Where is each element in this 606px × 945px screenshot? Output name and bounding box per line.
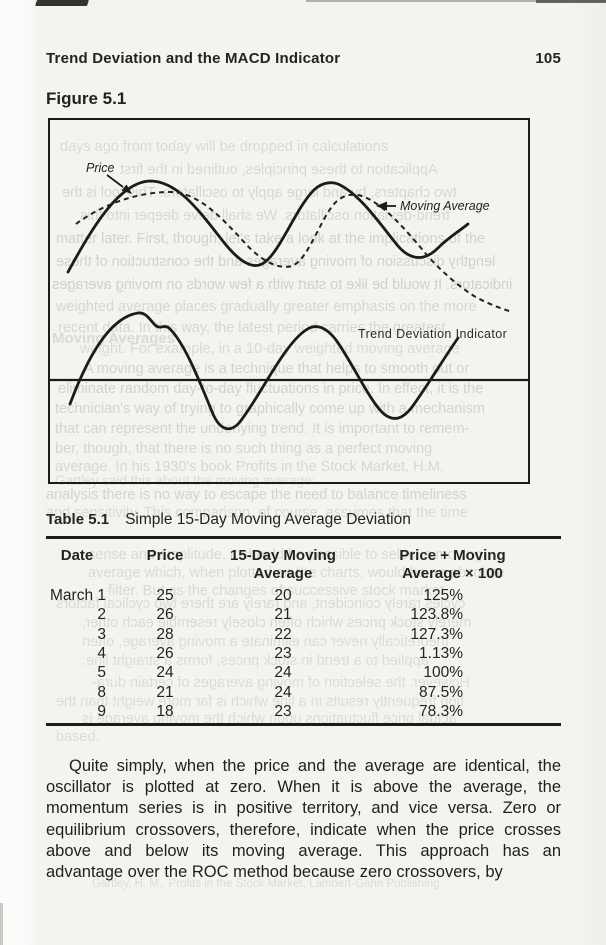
table-cell: 1.13% [419, 644, 463, 662]
body-paragraph: Quite simply, when the price and the ave… [46, 756, 561, 883]
bleed-through-line: weight. For example, in a 10-day weighte… [80, 341, 460, 357]
table-cell: 8 [97, 683, 106, 701]
chapter-title: Trend Deviation and the MACD Indicator [46, 50, 341, 67]
paragraph-line: advantage over the ROC method because ze… [46, 863, 503, 882]
table-row: 8 21 24 87.5% [48, 684, 563, 702]
table-cell: 28 [156, 625, 174, 643]
table-cell: 26 [156, 606, 174, 624]
table-cell: 4 [97, 644, 106, 662]
page-number: 105 [535, 50, 561, 67]
table-cell: March 1 [50, 587, 106, 604]
table-row: 9 18 23 78.3% [48, 703, 563, 721]
table-row: March 1 25 20 125% [48, 587, 563, 605]
table-cell: 18 [156, 702, 174, 720]
table-cell: 23 [274, 644, 292, 662]
table-title: Simple 15-Day Moving Average Deviation [125, 511, 411, 528]
bleed-through-line: filter. But as the changes of successive… [108, 583, 445, 599]
table-cell: 78.3% [419, 702, 463, 720]
table-cell: 26 [156, 644, 174, 662]
trend-deviation-curve [68, 311, 460, 431]
scan-artifact-bottom-left [0, 903, 3, 945]
scan-artifact-top-edge [306, 0, 606, 2]
col-header-moving-average: 15-Day Moving Average [230, 547, 336, 582]
bleed-through-line: sense and amplitude, it should be possib… [88, 547, 483, 563]
table-cell: 127.3% [410, 625, 463, 643]
paragraph-line: Quite simply, when the price and the ave… [69, 757, 561, 775]
col-header-date: Date [60, 547, 94, 564]
table-cell: 9 [97, 702, 106, 720]
table-cell: 24 [274, 683, 292, 701]
bleed-through-line: that can represent the underlying trend.… [55, 421, 470, 437]
table-cell: 20 [274, 587, 292, 604]
bleed-through-line: average which, when plotted on the chart… [88, 565, 505, 581]
table-cell: 123.8% [410, 606, 463, 624]
table-cell: 2 [97, 606, 106, 624]
table-cell: 3 [97, 625, 106, 643]
paragraph-line: momentum series is in positive territory… [46, 799, 561, 818]
moving-average-arrowhead-icon [376, 201, 387, 211]
figure-svg: Price Moving Average Trend Deviation Ind… [50, 161, 528, 431]
table-row: 5 24 24 100% [48, 664, 563, 682]
price-arrow-line [106, 174, 124, 188]
bleed-through-line: weighted average places gradually greate… [56, 299, 477, 315]
bleed-through-line: and sensitivity. This comparison, of cou… [46, 505, 468, 521]
figure-caption: Figure 5.1 [46, 89, 127, 108]
table-cell: 21 [156, 683, 174, 701]
table-bottom-rule [46, 723, 561, 726]
table-row: 3 28 22 127.3% [48, 626, 563, 644]
bleed-through-line: ber, though, that there is no such thing… [55, 441, 433, 457]
table-row: 4 26 23 1.13% [48, 645, 563, 663]
bleed-through-line: Gartley, H. M., Profits in the Stock Mar… [92, 878, 443, 890]
table-number: Table 5.1 [46, 511, 110, 528]
bleed-through-line: average. In his 1930's book Profits in t… [55, 459, 444, 475]
col-header-price: Price [146, 547, 184, 564]
table-cell: 87.5% [419, 683, 463, 701]
table-cell: 5 [97, 664, 106, 682]
paragraph-line: above and below its moving average. This… [46, 841, 561, 860]
table-top-rule [46, 536, 561, 539]
price-arrowhead-icon [121, 184, 132, 194]
table-cell: 21 [274, 606, 292, 624]
table-cell: 125% [423, 587, 463, 604]
trend-deviation-label: Trend Deviation Indicator [358, 327, 507, 341]
running-head: Trend Deviation and the MACD Indicator 1… [46, 50, 561, 67]
bleed-through-line: Moving Averages [52, 330, 176, 347]
table-cell: 23 [274, 702, 292, 720]
bleed-through-line: eliminate random day-to-day fluctuations… [58, 381, 484, 397]
bleed-through-line: based. [56, 729, 100, 745]
table-cell: 22 [274, 625, 292, 643]
bleed-through-line: matter later. First, though, let's take … [56, 231, 486, 247]
bleed-through-line: days ago from today will be dropped in c… [60, 139, 389, 155]
table-cell: 24 [156, 664, 174, 682]
table-row: 2 26 21 123.8% [48, 606, 563, 624]
price-label: Price [86, 161, 115, 175]
table-cell: 24 [274, 664, 292, 682]
moving-average-label: Moving Average [400, 199, 490, 213]
table-cell: 25 [156, 587, 174, 604]
col-header-ratio: Price + Moving Average × 100 [399, 547, 506, 582]
table-caption: Table 5.1 Simple 15-Day Moving Average De… [46, 511, 411, 529]
bleed-through-line: A moving average is a technique that hel… [84, 361, 470, 377]
table-cell: 100% [423, 664, 463, 682]
scan-artifact-top-right-corner [536, 0, 606, 3]
bleed-through-line: analysis there is no way to escape the n… [46, 487, 467, 503]
figure-5-1-chart: Price Moving Average Trend Deviation Ind… [48, 118, 530, 484]
moving-average-curve [75, 190, 513, 313]
price-curve [66, 179, 470, 274]
table-header-row: Date Price 15-Day Moving Average Price +… [48, 547, 563, 583]
paragraph-line: oscillator is plotted at zero. When it i… [46, 778, 561, 797]
paragraph-line: equilibrium crossovers, therefore, indic… [46, 820, 561, 839]
